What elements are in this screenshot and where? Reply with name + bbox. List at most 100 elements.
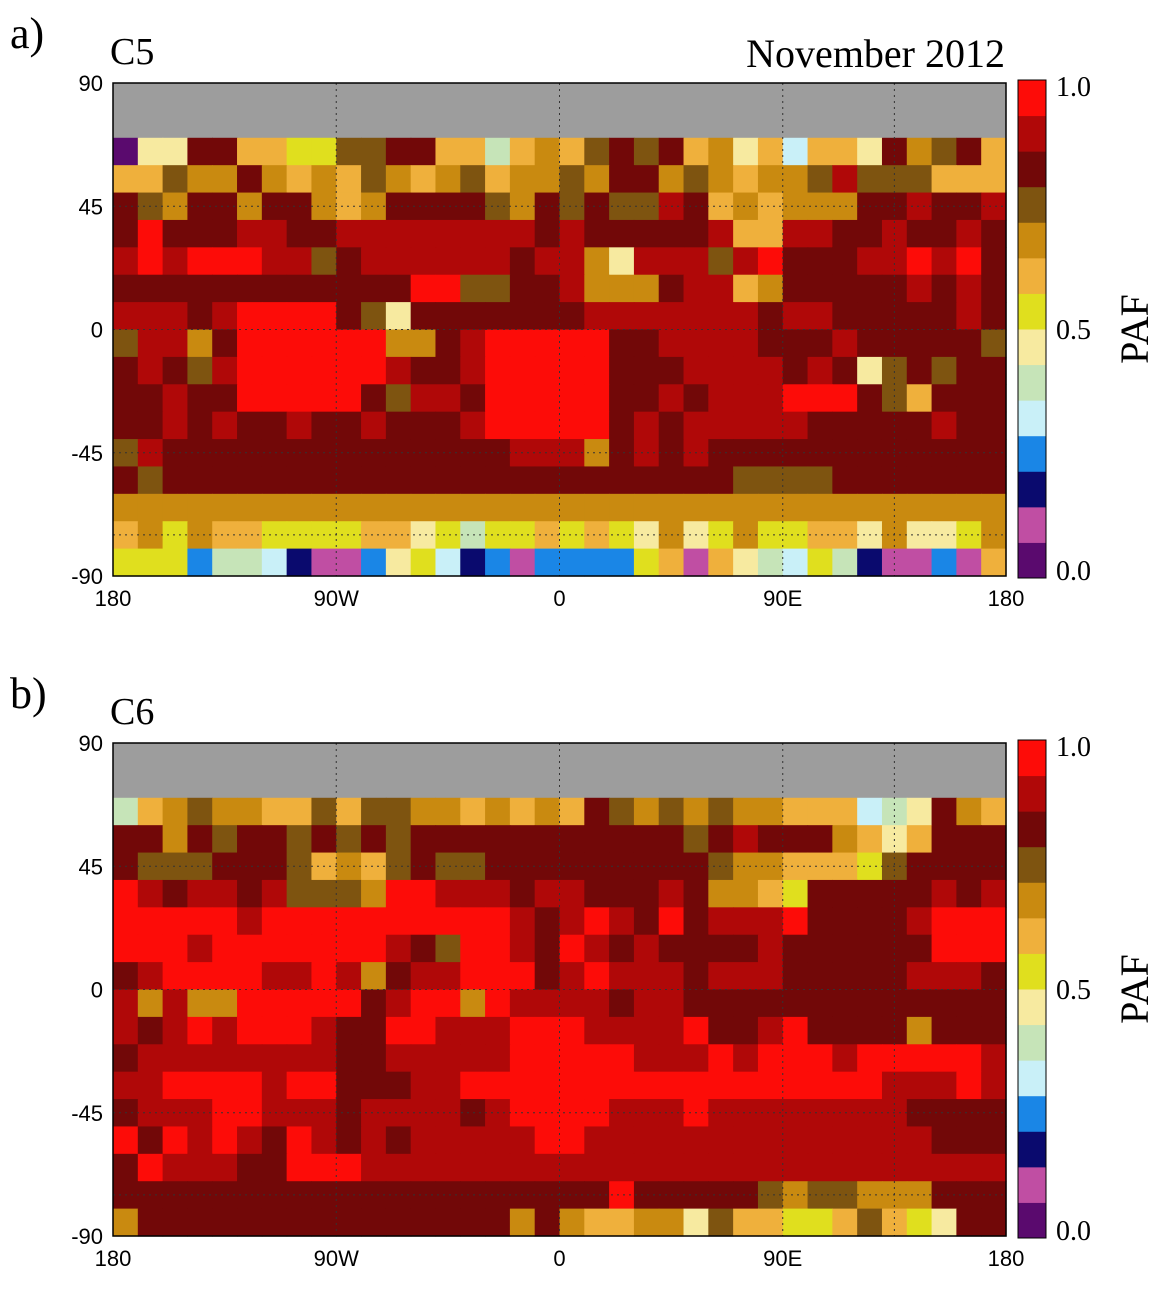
heatmap-cell	[807, 137, 833, 166]
heatmap-cell	[733, 1099, 759, 1128]
heatmap-cell	[658, 493, 685, 522]
heatmap-cell	[435, 989, 461, 1018]
heatmap-cell	[559, 1153, 585, 1182]
heatmap-cell	[782, 962, 809, 991]
heatmap-cell	[212, 356, 238, 385]
heatmap-cell	[385, 962, 412, 991]
heatmap-cell	[584, 302, 610, 331]
heatmap-cell	[385, 411, 412, 440]
heatmap-cell	[460, 356, 486, 385]
heatmap-cell	[113, 1126, 139, 1155]
heatmap-cell	[559, 1071, 585, 1100]
heatmap-cell	[534, 219, 561, 248]
heatmap-cell	[137, 466, 164, 495]
heatmap-cell	[807, 411, 833, 440]
heatmap-cell	[361, 356, 387, 385]
heatmap-cell	[385, 302, 412, 331]
heatmap-cell	[633, 1044, 660, 1073]
heatmap-cell	[113, 329, 139, 358]
heatmap-cell	[782, 466, 809, 495]
x-tick-label: 180	[95, 586, 132, 611]
heatmap-cell	[162, 1016, 189, 1045]
heatmap-cell	[534, 329, 561, 358]
heatmap-cell	[906, 1071, 933, 1100]
heatmap-cell	[361, 521, 387, 550]
heatmap-cell	[336, 411, 362, 440]
heatmap-cell	[609, 356, 635, 385]
heatmap-cell	[931, 1016, 957, 1045]
heatmap-cell	[658, 1071, 685, 1100]
heatmap-cell	[261, 247, 288, 276]
heatmap-cell	[460, 1181, 486, 1210]
colorbar-swatch	[1018, 740, 1046, 777]
heatmap-cell	[410, 548, 437, 577]
heatmap-cell	[609, 165, 635, 194]
x-tick-label: 180	[988, 586, 1025, 611]
heatmap-cell	[658, 302, 685, 331]
heatmap-cell	[162, 825, 189, 854]
heatmap-cell	[162, 1181, 189, 1210]
heatmap-cell	[361, 934, 387, 963]
heatmap-cell	[906, 329, 933, 358]
heatmap-cell	[361, 548, 387, 577]
colorbar-label: PAF	[1112, 954, 1157, 1024]
heatmap-cell	[708, 165, 734, 194]
heatmap-cell	[113, 797, 139, 826]
colorbar-swatch	[1018, 400, 1046, 437]
heatmap-cell	[485, 1126, 511, 1155]
heatmap-cell	[485, 1153, 511, 1182]
heatmap-cell	[584, 797, 610, 826]
heatmap-cell	[782, 302, 809, 331]
heatmap-cell	[162, 247, 189, 276]
x-tick-label: 180	[988, 1246, 1025, 1271]
heatmap-cell	[162, 962, 189, 991]
heatmap-cell	[435, 329, 461, 358]
heatmap-cell	[385, 466, 412, 495]
heatmap-cell	[658, 1153, 685, 1182]
heatmap-cell	[187, 137, 213, 166]
heatmap-cell	[906, 493, 933, 522]
heatmap-cell	[187, 797, 213, 826]
heatmap-cell	[162, 219, 189, 248]
x-tick-label: 0	[553, 586, 565, 611]
heatmap-cell	[757, 247, 784, 276]
heatmap-cell	[237, 219, 263, 248]
heatmap-cell	[633, 962, 660, 991]
heatmap-cell	[906, 247, 933, 276]
heatmap-cell	[832, 302, 858, 331]
heatmap-cell	[609, 797, 635, 826]
heatmap-cell	[807, 1208, 833, 1237]
heatmap-cell	[633, 247, 660, 276]
heatmap-cell	[633, 825, 660, 854]
heatmap-cell	[733, 384, 759, 413]
heatmap-cell	[361, 493, 387, 522]
heatmap-cell	[509, 1071, 536, 1100]
heatmap-cell	[559, 797, 585, 826]
heatmap-cell	[633, 907, 660, 936]
heatmap-cell	[931, 329, 957, 358]
heatmap-cell	[162, 137, 189, 166]
heatmap-cell	[857, 548, 883, 577]
heatmap-cell	[261, 411, 288, 440]
heatmap-cell	[162, 1044, 189, 1073]
heatmap-cell	[658, 1016, 685, 1045]
heatmap-cell	[956, 989, 982, 1018]
heatmap-cell	[261, 274, 288, 303]
heatmap-cell	[286, 384, 313, 413]
heatmap-cell	[162, 329, 189, 358]
colorbar-swatch	[1018, 846, 1046, 883]
heatmap-cell	[534, 934, 561, 963]
heatmap-cell	[237, 274, 263, 303]
heatmap-cell	[509, 137, 536, 166]
heatmap-cell	[733, 1071, 759, 1100]
heatmap-cell	[782, 493, 809, 522]
heatmap-cell	[956, 137, 982, 166]
heatmap-cell	[212, 302, 238, 331]
heatmap-cell	[956, 356, 982, 385]
heatmap-cell	[609, 989, 635, 1018]
heatmap-cell	[460, 521, 486, 550]
heatmap-cell	[981, 1153, 1007, 1182]
heatmap-cell	[782, 411, 809, 440]
heatmap-cell	[708, 274, 734, 303]
heatmap-cell	[857, 1016, 883, 1045]
